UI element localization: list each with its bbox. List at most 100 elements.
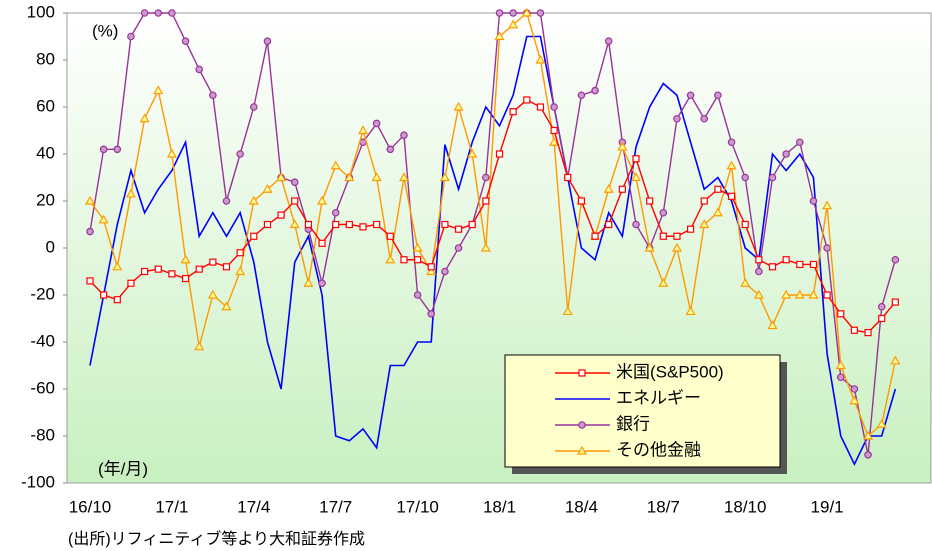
marker [100, 291, 108, 299]
marker [891, 298, 899, 306]
x-tick-label: 17/4 [237, 497, 270, 516]
marker [344, 172, 355, 182]
y-tick-label: -100 [21, 472, 55, 491]
marker [480, 242, 491, 252]
marker [822, 200, 833, 210]
marker [864, 329, 872, 337]
marker [768, 263, 777, 271]
marker [686, 225, 695, 233]
marker [290, 178, 299, 187]
marker [591, 232, 599, 240]
legend-box [504, 354, 781, 468]
marker [141, 267, 149, 276]
plot-area [66, 12, 932, 484]
marker [714, 91, 722, 100]
marker [782, 150, 790, 158]
marker [685, 306, 696, 316]
y-tick-label: -20 [30, 284, 55, 303]
marker [153, 85, 164, 95]
marker [699, 219, 710, 229]
marker [98, 214, 109, 224]
marker [494, 31, 505, 41]
marker [166, 148, 177, 158]
marker [398, 172, 409, 182]
marker [550, 103, 558, 111]
marker [768, 173, 777, 182]
marker [468, 220, 476, 229]
marker [86, 277, 94, 285]
marker [836, 373, 845, 382]
marker [767, 320, 778, 330]
marker [495, 150, 504, 158]
marker [673, 232, 681, 240]
marker [781, 289, 792, 299]
x-tick-label: 16/10 [69, 497, 112, 516]
marker [482, 173, 490, 182]
marker [659, 232, 667, 240]
marker [113, 296, 121, 304]
marker [646, 197, 654, 205]
marker [454, 244, 463, 252]
y-unit: (%) [92, 21, 118, 40]
marker [850, 385, 859, 393]
marker [753, 289, 764, 299]
series-line [89, 35, 897, 467]
marker [207, 289, 218, 299]
marker [576, 445, 588, 455]
marker [876, 419, 887, 428]
marker [454, 225, 463, 233]
marker [578, 369, 586, 377]
marker [139, 113, 150, 123]
marker [809, 260, 818, 269]
marker [482, 197, 490, 205]
marker [577, 91, 586, 100]
marker [248, 195, 259, 205]
marker [755, 267, 763, 276]
marker [508, 19, 519, 29]
marker [850, 326, 859, 334]
marker [125, 188, 136, 198]
marker [659, 208, 668, 217]
marker [671, 242, 682, 252]
y-tick-label: 0 [46, 237, 55, 256]
marker [180, 254, 191, 264]
marker [726, 160, 737, 170]
marker [523, 96, 531, 104]
marker [221, 301, 232, 311]
y-tick-label: 60 [36, 96, 55, 115]
marker [250, 103, 258, 111]
marker [521, 7, 532, 17]
marker [727, 138, 736, 147]
series-line [89, 12, 897, 455]
marker [359, 223, 367, 231]
marker [127, 32, 135, 41]
marker [263, 37, 272, 46]
marker [618, 185, 626, 193]
y-tick-label: 20 [36, 190, 55, 209]
marker [400, 131, 408, 140]
marker [386, 145, 395, 154]
marker [195, 65, 204, 74]
marker [181, 274, 190, 283]
marker [658, 278, 669, 287]
x-tick-label: 17/1 [155, 497, 188, 516]
y-tick-label: 100 [27, 2, 55, 21]
x-tick-label: 18/7 [647, 497, 680, 516]
marker [891, 255, 900, 264]
marker [318, 279, 326, 288]
marker [849, 395, 860, 405]
source-note: (出所)リフィニティブ等より大和証券作成 [68, 529, 365, 548]
x-tick-label: 19/1 [811, 497, 844, 516]
marker [289, 219, 300, 229]
marker [863, 430, 874, 440]
marker [509, 108, 517, 116]
legend-label: その他金融 [616, 440, 701, 459]
marker [877, 302, 886, 311]
marker [427, 309, 436, 318]
x-tick-label: 17/7 [319, 497, 352, 516]
marker [837, 310, 845, 318]
marker [209, 258, 217, 266]
x-tick-label: 18/10 [724, 497, 767, 516]
